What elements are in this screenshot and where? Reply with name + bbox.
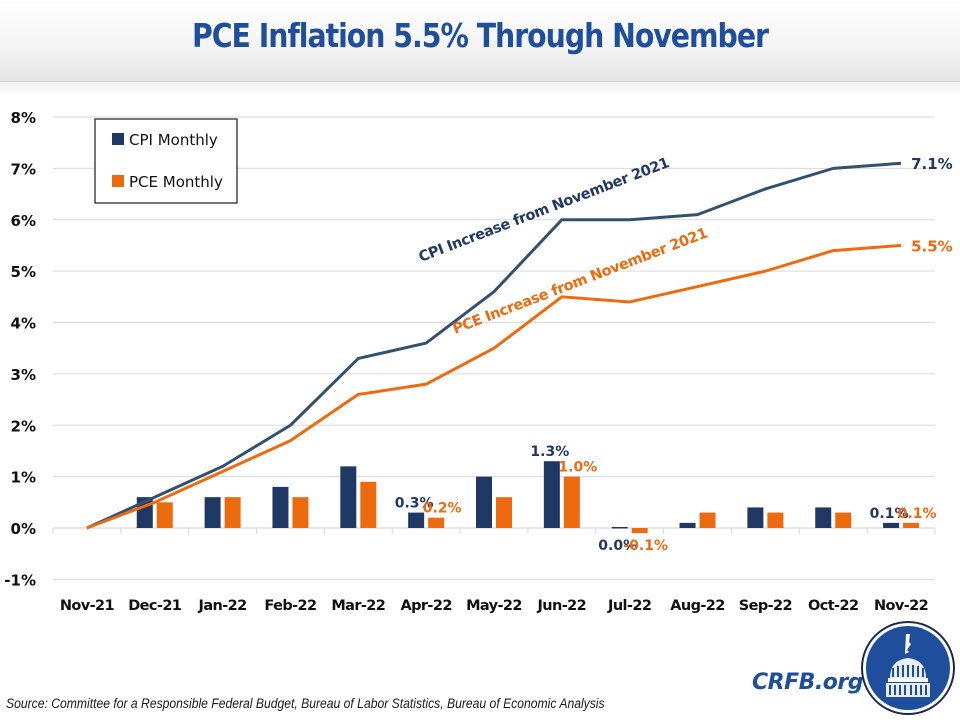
bar-cpi [204,497,221,528]
bar-pce [156,502,173,528]
y-tick-label: -1% [4,571,36,589]
bar-pce [496,497,512,528]
y-tick-label: 6% [11,212,36,230]
x-tick-label: Feb-22 [264,598,316,614]
legend-label-cpi: CPI Monthly [129,131,218,149]
bar-cpi [476,476,492,528]
y-tick-label: 0% [11,520,36,538]
bar-pce [631,528,648,534]
data-label: 0.0% [598,538,637,554]
y-tick-label: 3% [11,366,36,384]
data-label: 1.3% [530,444,569,460]
gridlines [53,116,935,580]
x-tick-label: Jun-22 [537,598,587,614]
x-tick-label: May-22 [466,598,522,614]
bar-pce [699,512,716,528]
bar-pce [224,497,241,528]
header-shadow [0,82,960,96]
legend-swatch-pce [112,175,124,187]
data-labels: 0.3% 1.3% 0.0% 0.1% 0.2% 1.0% -0.1% 0.1% 7.1% 5.5… [395,155,953,554]
bar-pce [903,522,920,528]
lines [86,161,902,530]
bar-pce [835,512,852,528]
x-tick-label: Apr-22 [400,598,451,614]
y-tick-label: 4% [11,315,36,333]
bar-cpi [611,527,628,529]
x-tick-label: Mar-22 [331,598,385,614]
bar-cpi [272,486,289,528]
x-tick-label: Oct-22 [808,598,858,614]
line-annotation: CPI Increase from November 2021 [417,155,672,266]
x-tick-label: Dec-21 [128,598,182,614]
site-link[interactable]: CRFB.org [752,670,863,695]
data-label: 1.0% [558,460,597,476]
data-label: -0.1% [623,538,668,554]
data-label: 0.2% [423,501,462,517]
bar-cpi [815,507,832,528]
legend: CPI Monthly PCE Monthly [94,118,238,204]
bar-pce [292,497,309,528]
line-cpi-cumulative [86,161,902,530]
x-tick-label: Nov-22 [874,598,928,614]
y-tick-label: 5% [11,263,36,281]
bar-pce [360,481,377,528]
data-label: 0.1% [870,506,909,522]
x-tick-label: Jul-22 [607,598,651,614]
x-tick-label: Sep-22 [739,598,792,614]
end-label: 7.1% [911,155,953,173]
bar-cpi [679,522,696,528]
y-tick-label: 7% [11,160,36,178]
x-tick-label: Aug-22 [670,598,725,614]
bar-cpi [883,522,900,528]
bar-cpi [340,466,357,528]
source-note: Source: Committee for a Responsible Fede… [6,696,605,711]
data-label: 0.3% [395,496,434,512]
chart-title: PCE Inflation 5.5% Through November [191,16,769,55]
bar-pce [563,476,580,528]
y-tick-label: 8% [11,109,36,127]
bar-pce [428,517,445,528]
x-tick-label: Jan-22 [198,598,247,614]
end-label: 5.5% [911,237,953,255]
header-band [0,0,960,82]
data-label: 0.1% [898,506,937,522]
bars [136,461,920,534]
y-tick-label: 2% [11,417,36,435]
line-pce-cumulative [86,243,902,530]
y-axis-ticks: -1% 0% 1% 2% 3% 4% 5% 6% 7% 8% [4,109,36,589]
bar-pce [767,512,784,528]
legend-swatch-cpi [112,133,124,145]
x-tick-label: Nov-21 [60,598,115,614]
bar-cpi [543,461,560,528]
legend-label-pce: PCE Monthly [129,173,223,191]
bar-cpi [408,512,425,528]
y-tick-label: 1% [11,469,36,487]
line-annotation: PCE Increase from November 2021 [451,225,710,337]
capitol-dome-logo-icon [861,621,955,715]
bar-cpi [747,507,764,528]
x-axis: Nov-21 Dec-21 Jan-22 Feb-22 Mar-22 Apr-22 May-… [52,527,936,614]
